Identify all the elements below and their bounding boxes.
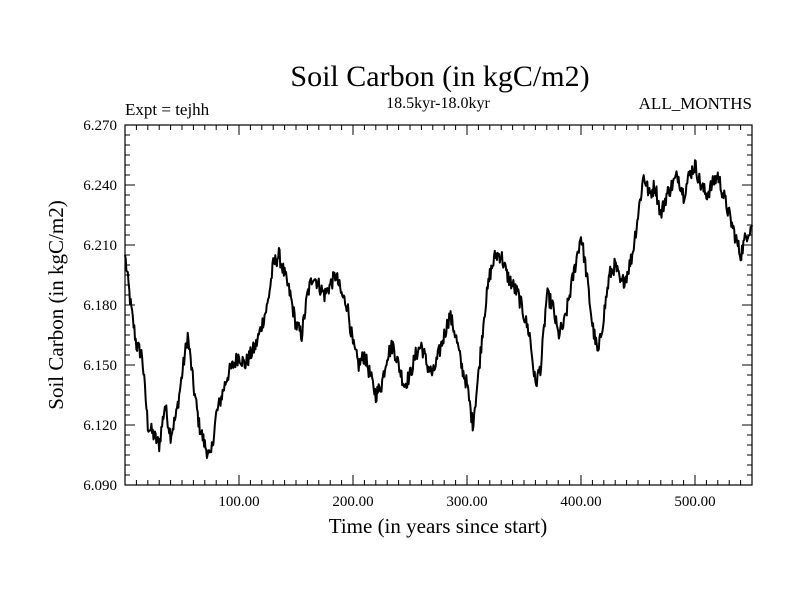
x-tick-label: 300.00 bbox=[446, 494, 487, 510]
chart-title: Soil Carbon (in kgC/m2) bbox=[290, 60, 589, 93]
x-axis-label: Time (in years since start) bbox=[329, 514, 548, 538]
plot-frame bbox=[124, 124, 753, 486]
months-label: ALL_MONTHS bbox=[639, 94, 752, 113]
y-tick-label: 6.210 bbox=[83, 238, 117, 254]
chart-subtitle: 18.5kyr-18.0kyr bbox=[386, 95, 490, 112]
y-tick-label: 6.270 bbox=[83, 118, 117, 134]
x-tick-label: 400.00 bbox=[560, 494, 601, 510]
x-tick-label: 200.00 bbox=[332, 494, 373, 510]
y-tick-label: 6.090 bbox=[83, 478, 117, 494]
y-axis-label: Soil Carbon (in kgC/m2) bbox=[44, 200, 68, 409]
series-line bbox=[124, 159, 753, 460]
y-tick-label: 6.240 bbox=[83, 178, 117, 194]
x-tick-label: 500.00 bbox=[674, 494, 715, 510]
axis-ticks bbox=[125, 125, 752, 485]
y-tick-label: 6.120 bbox=[83, 418, 117, 434]
experiment-label: Expt = tejhh bbox=[125, 100, 210, 119]
y-tick-label: 6.150 bbox=[83, 358, 117, 374]
x-tick-label: 100.00 bbox=[218, 494, 259, 510]
axis-tick-labels: 100.00 200.00 300.00 400.00 500.00 6.090 6.120… bbox=[83, 118, 715, 510]
y-tick-label: 6.180 bbox=[83, 298, 117, 314]
